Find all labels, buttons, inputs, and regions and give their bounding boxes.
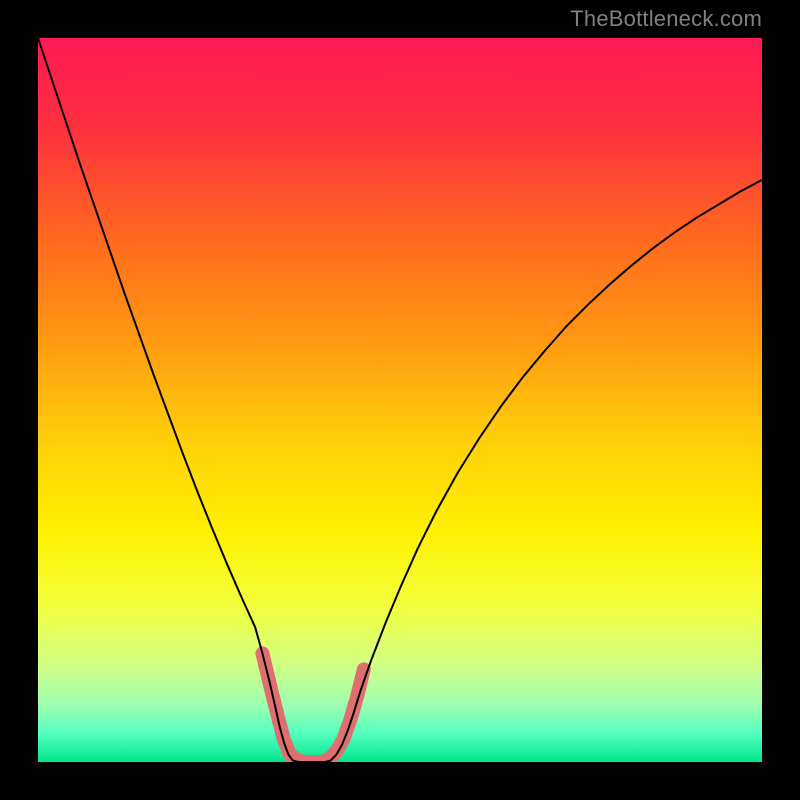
gradient-background [38,38,762,762]
chart-frame: TheBottleneck.com [0,0,800,800]
watermark-text: TheBottleneck.com [570,6,762,32]
plot-area [38,38,762,762]
chart-svg [38,38,762,762]
